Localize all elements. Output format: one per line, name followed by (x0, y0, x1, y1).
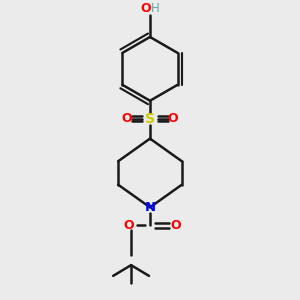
Text: O: O (122, 112, 132, 125)
Text: O: O (171, 219, 181, 232)
Text: H: H (151, 2, 159, 15)
Text: O: O (124, 219, 134, 232)
Text: O: O (141, 2, 151, 15)
Text: O: O (168, 112, 178, 125)
Text: N: N (144, 201, 156, 214)
Text: S: S (145, 112, 155, 126)
